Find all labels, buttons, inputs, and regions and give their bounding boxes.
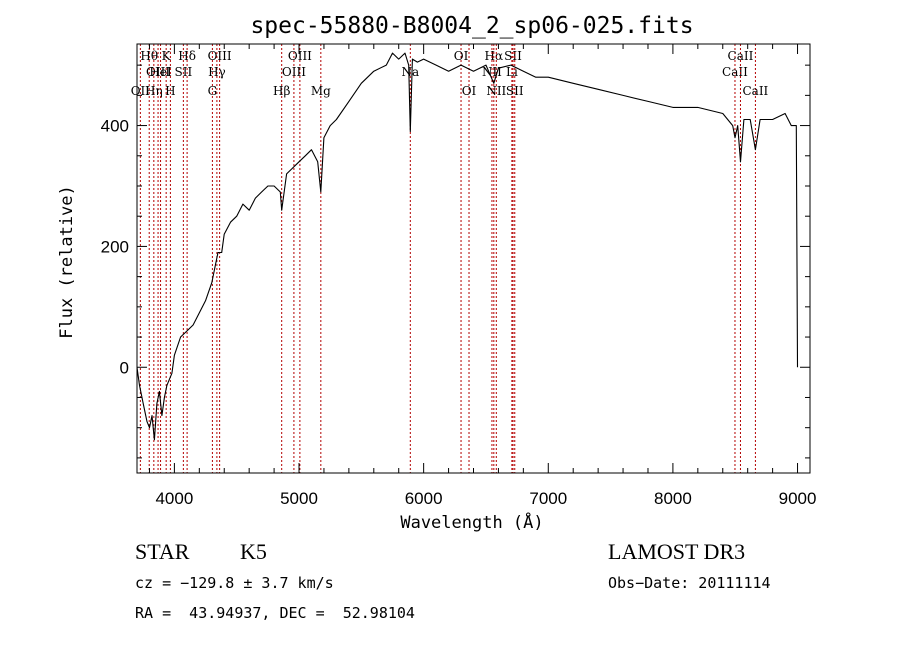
spectral-line-label: Hβ xyxy=(273,84,290,98)
sky-coordinates: RA = 43.94937, DEC = 52.98104 xyxy=(135,604,415,622)
spectral-line-label: Na xyxy=(401,65,419,79)
x-tick-label: 5000 xyxy=(280,489,318,508)
spectral-line-label: OIII xyxy=(282,65,306,79)
spectral-line-label: OII xyxy=(131,84,151,98)
plot-frame xyxy=(136,43,811,474)
spectral-line-label: SII xyxy=(175,65,193,79)
x-tick-label: 7000 xyxy=(529,489,567,508)
spectral-line-label: NII xyxy=(482,65,502,79)
spectral-line-label: Hγ xyxy=(208,65,226,79)
spectral-line-label: SII xyxy=(506,84,524,98)
spectral-line-label: CaII xyxy=(722,65,748,79)
x-tick-label: 9000 xyxy=(779,489,817,508)
spectral-line-label: Hα xyxy=(485,49,504,63)
spectral-line-label: SII xyxy=(504,49,522,63)
spectral-line-label: G xyxy=(208,84,218,98)
spectral-line-label: HeI xyxy=(149,65,172,79)
y-tick-label: 0 xyxy=(120,358,129,377)
spectral-line-label: Hθ xyxy=(140,49,158,63)
x-tick-label: 8000 xyxy=(654,489,692,508)
redshift-velocity: cz = −129.8 ± 3.7 km/s xyxy=(135,574,334,592)
spectral-line-label: Hη xyxy=(145,84,163,98)
axis-ticks: 4000 5000 6000 7000 8000 9000 0 200 400 xyxy=(101,44,817,508)
spectral-line-label: OI xyxy=(462,84,477,98)
spectral-line-label: H xyxy=(165,84,175,98)
spectral-line-label: OIII xyxy=(146,65,170,79)
spectral-line-label: K xyxy=(162,49,172,63)
spectral-line-label: CaII xyxy=(728,49,754,63)
spectral-line-label: OIII xyxy=(288,49,312,63)
observation-date: Obs−Date: 20111114 xyxy=(608,574,771,592)
chart-title: spec-55880-B8004_2_sp06-025.fits xyxy=(250,13,693,39)
spectrum-series-line xyxy=(136,52,799,441)
spectral-line-label: OIII xyxy=(208,49,232,63)
x-axis-label: Wavelength (Å) xyxy=(400,511,543,533)
survey-name: LAMOST DR3 xyxy=(608,539,746,564)
y-axis-label: Flux (relative) xyxy=(57,185,77,339)
y-tick-label: 400 xyxy=(101,117,129,136)
object-class: STAR xyxy=(135,539,190,564)
spectral-line-label: Mg xyxy=(311,84,331,98)
x-tick-label: 4000 xyxy=(155,489,193,508)
spectral-line-label: CaII xyxy=(742,84,768,98)
spectral-line-label: NII xyxy=(486,84,506,98)
spectral-line-label: Hδ xyxy=(178,49,196,63)
series-layer xyxy=(136,52,799,441)
spectral-line-label: Li xyxy=(506,65,518,79)
y-tick-label: 200 xyxy=(101,237,129,256)
object-subclass: K5 xyxy=(240,539,267,564)
x-tick-label: 6000 xyxy=(405,489,443,508)
spectral-line-label: OI xyxy=(454,49,469,63)
